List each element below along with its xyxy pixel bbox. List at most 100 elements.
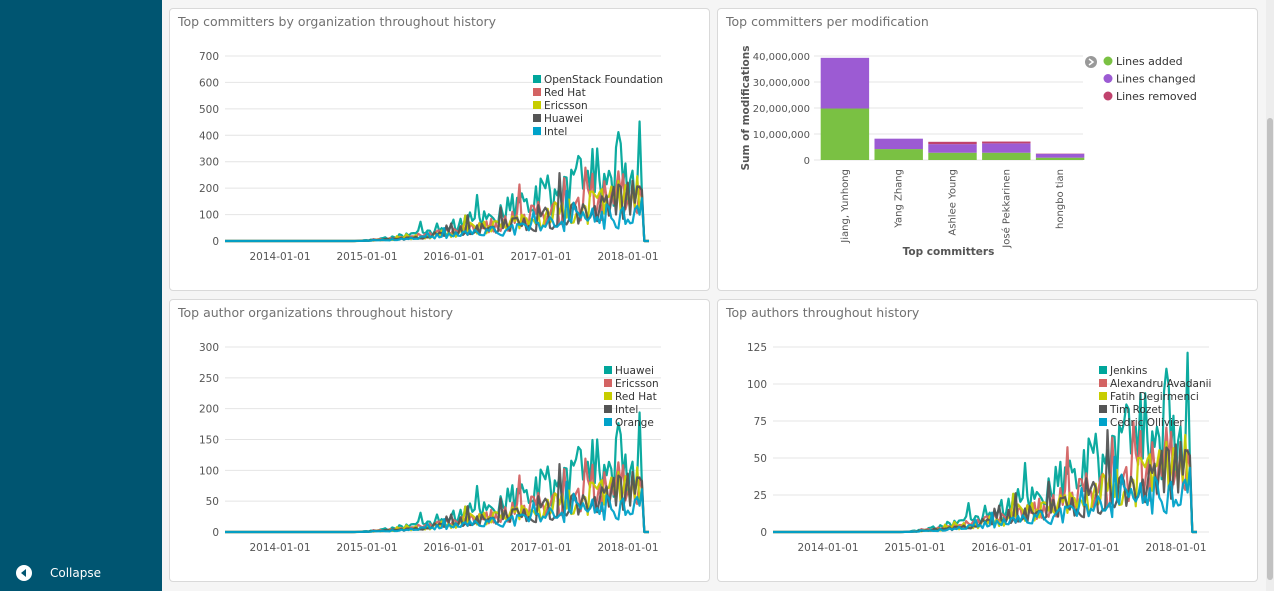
legend-swatch [1099, 366, 1107, 374]
bar-segment [820, 108, 870, 160]
series-line [773, 420, 1197, 534]
bar-segment [928, 141, 977, 145]
line-chart: 0 100 200 300 400 500 600 700 2014-01-01 2015-01-… [199, 51, 663, 263]
legend-label: Orange [615, 417, 654, 429]
legend-label: Lines removed [1116, 90, 1197, 103]
y-tick-label: 250 [199, 373, 219, 385]
series-line [225, 166, 649, 243]
scrollbar[interactable] [1266, 0, 1274, 591]
panel-author-orgs: Top author organizations throughout hist… [169, 299, 710, 582]
x-tick-label: hongbo tian [1055, 169, 1066, 229]
legend-swatch [1099, 405, 1107, 413]
legend-swatch [1103, 74, 1113, 83]
legend-label: OpenStack Foundation [544, 74, 663, 86]
y-tick-label: 150 [199, 435, 219, 447]
y-tick-label: 20,000,000 [753, 104, 810, 115]
y-tick-label: 100 [199, 465, 219, 477]
y-tick-label: 0 [804, 156, 810, 167]
sidebar: Collapse [0, 0, 162, 591]
legend-label: Red Hat [544, 87, 586, 99]
x-tick-label: 2015-01-01 [336, 542, 397, 554]
chevron-left-icon [16, 565, 32, 581]
legend-swatch [533, 75, 541, 83]
x-tick-label: 2015-01-01 [336, 251, 397, 263]
legend-swatch [604, 379, 612, 387]
x-tick-label: 2014-01-01 [797, 542, 858, 554]
legend-label: Tim Rozet [1109, 404, 1162, 416]
legend-swatch [533, 127, 541, 135]
legend-swatch [1103, 91, 1113, 101]
bar-segment [982, 143, 1031, 153]
x-tick-label: Yang Zhang [894, 169, 905, 229]
legend-swatch [1103, 56, 1113, 66]
legend-label: Intel [615, 404, 638, 416]
legend-swatch [533, 114, 541, 122]
y-tick-label: 50 [754, 453, 767, 465]
y-tick-label: 0 [212, 527, 219, 539]
y-tick-label: 300 [199, 157, 219, 169]
y-tick-label: 50 [206, 496, 219, 508]
y-tick-label: 100 [199, 210, 219, 222]
legend-swatch [1099, 379, 1107, 387]
legend-label: Lines added [1116, 55, 1183, 68]
x-tick-label: Jiang, Yunhong [840, 169, 851, 244]
collapse-label: Collapse [50, 566, 101, 580]
x-tick-label: 2016-01-01 [971, 542, 1032, 554]
y-tick-label: 125 [747, 342, 767, 354]
legend-label: Ericsson [615, 378, 659, 390]
x-tick-label: 2018-01-01 [597, 251, 658, 263]
series-line [225, 189, 649, 243]
legend-swatch [1099, 418, 1107, 426]
x-tick-label: Ashlee Young [948, 169, 959, 236]
y-tick-label: 200 [199, 404, 219, 416]
legend-label: Cedric Ollivier [1110, 417, 1184, 429]
legend-swatch [533, 101, 541, 109]
panel-committers-per-modification: Top committers per modification 0 10,000,… [717, 8, 1258, 291]
legend-swatch [533, 88, 541, 96]
y-tick-label: 25 [754, 490, 767, 502]
series-line [225, 480, 649, 534]
legend-label: Jenkins [1109, 365, 1147, 377]
bar-chart: 0 10,000,000 20,000,000 30,000,000 40,000,00… [740, 46, 1197, 259]
x-tick-label: 2017-01-01 [510, 542, 571, 554]
bar-segment [874, 138, 923, 150]
panel-title: Top committers by organization throughou… [178, 14, 497, 29]
x-tick-label: 2016-01-01 [423, 251, 484, 263]
bar-segment [1035, 153, 1085, 158]
series-line [773, 455, 1197, 534]
legend-swatch [1099, 392, 1107, 400]
legend-swatch [604, 392, 612, 400]
panel-title: Top committers per modification [726, 14, 929, 29]
y-axis-label: Sum of modifications [740, 46, 752, 171]
y-tick-label: 200 [199, 183, 219, 195]
legend-label: Fatih Degirmenci [1110, 391, 1199, 403]
y-tick-label: 100 [747, 379, 767, 391]
x-tick-label: 2017-01-01 [1058, 542, 1119, 554]
legend-label: Huawei [544, 113, 583, 125]
y-tick-label: 0 [760, 527, 767, 539]
panel-committers-by-org: Top committers by organization throughou… [169, 8, 710, 291]
bar-segment [874, 149, 923, 160]
x-tick-label: 2017-01-01 [510, 251, 571, 263]
bar-segment [1035, 157, 1085, 160]
x-tick-label: 2014-01-01 [249, 542, 310, 554]
x-tick-label: 2015-01-01 [884, 542, 945, 554]
y-tick-label: 0 [212, 236, 219, 248]
scrollbar-thumb[interactable] [1267, 118, 1273, 580]
x-axis-label: Top committers [903, 246, 995, 258]
legend-label: Ericsson [544, 100, 588, 112]
x-tick-label: 2018-01-01 [597, 542, 658, 554]
bar-segment [928, 152, 977, 160]
panel-top-authors: Top authors throughout history 0 25 50 75 10… [717, 299, 1258, 582]
collapse-button[interactable]: Collapse [16, 565, 101, 581]
legend-toggle-icon [1085, 56, 1097, 68]
bar-segment [982, 152, 1031, 160]
y-tick-label: 500 [199, 104, 219, 116]
y-tick-label: 600 [199, 77, 219, 89]
series-line [225, 457, 649, 534]
bar-segment [820, 57, 870, 109]
line-chart: 0 25 50 75 100 125 2014-01-01 2015-01-01 2016-01… [747, 342, 1212, 554]
y-tick-label: 75 [754, 416, 767, 428]
panel-title: Top authors throughout history [726, 305, 920, 320]
panel-title: Top author organizations throughout hist… [178, 305, 453, 320]
